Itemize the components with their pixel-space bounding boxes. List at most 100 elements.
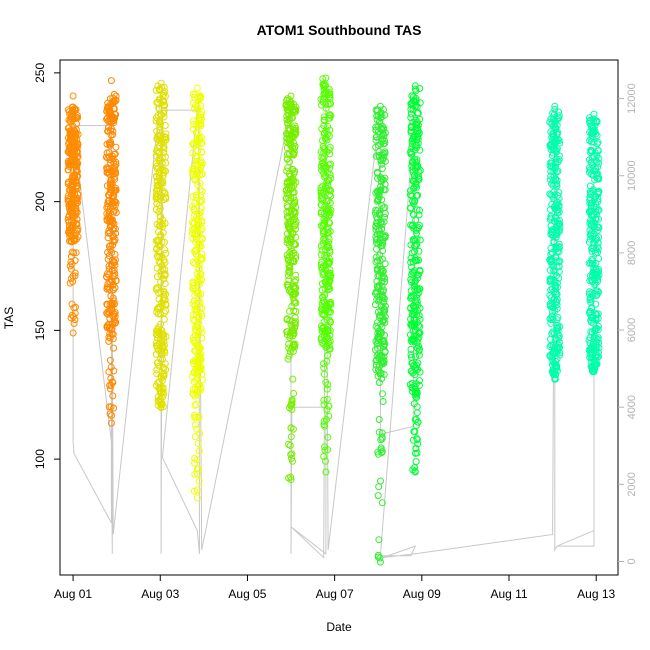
data-point [551,166,559,174]
data-point [191,292,199,299]
data-point [160,315,168,323]
data-point [322,278,330,286]
data-point [160,365,168,373]
data-point [153,237,161,245]
data-point [72,249,80,257]
data-point [409,379,417,387]
data-point [65,186,73,194]
data-point [287,227,295,235]
data-point [196,280,204,288]
data-point [587,220,595,228]
data-point [325,85,333,93]
data-point [290,290,298,298]
data-point [412,257,420,265]
data-point [110,367,118,375]
data-point [104,280,112,288]
data-point [594,326,602,333]
data-point [152,206,160,214]
data-point [70,304,78,312]
data-point [104,255,112,263]
data-point [190,284,197,292]
data-point [376,118,384,126]
data-point [590,368,598,376]
data-point [111,284,119,292]
data-point [106,141,114,149]
data-point [107,140,115,148]
data-point [292,218,300,226]
data-point [103,301,111,309]
data-point [191,302,199,310]
data-point [195,265,203,273]
data-point [74,114,82,122]
data-point [105,124,112,131]
data-point [111,310,119,318]
data-point [319,227,327,235]
data-point [103,140,111,148]
data-point [547,319,555,327]
data-point [194,162,202,170]
data-point [380,359,388,367]
data-point [588,255,596,263]
data-point [592,344,600,352]
data-point [194,289,202,297]
data-point [416,266,424,274]
data-point [109,127,117,135]
data-point [198,312,206,320]
data-point [547,214,555,222]
data-point [197,102,205,110]
data-point [161,102,169,110]
data-point [547,250,555,258]
data-point [324,433,332,441]
data-point [377,446,385,454]
data-point [547,222,555,230]
data-point [411,323,419,331]
data-point [73,162,81,170]
data-point [318,264,326,272]
data-point [587,298,595,306]
data-point [548,152,556,159]
data-point [549,192,557,200]
data-point [591,332,598,340]
data-point [194,314,202,322]
data-point [378,242,386,250]
data-point [106,385,114,393]
data-point [325,111,333,119]
data-point [191,175,198,183]
data-point [371,346,379,354]
data-point [193,227,201,235]
data-point [548,249,556,256]
data-point [190,120,198,128]
data-point [157,231,165,239]
data-point [412,303,420,311]
data-point [407,304,415,312]
data-point [409,221,417,229]
y2-tick-label: 6000 [626,318,638,342]
data-point [288,454,295,462]
y2-tick-label: 0 [626,558,638,564]
data-point [587,295,595,303]
data-point [322,328,330,336]
data-point [554,158,562,166]
data-point [322,266,330,274]
data-point [64,166,72,174]
data-point [161,189,169,197]
data-point [325,286,333,294]
data-point [71,269,79,277]
data-point [595,268,603,276]
data-point [553,279,561,287]
data-point [71,272,79,280]
data-point [70,320,78,327]
data-point [283,150,291,158]
data-point [547,191,555,199]
data-point [108,118,115,126]
data-point [285,256,293,264]
data-point [414,271,422,279]
data-point [160,338,168,346]
data-point [595,223,603,231]
data-point [551,102,559,110]
data-point [284,203,292,211]
data-point [197,363,205,371]
data-point [291,285,299,293]
data-point [586,334,594,342]
data-point [588,212,596,220]
